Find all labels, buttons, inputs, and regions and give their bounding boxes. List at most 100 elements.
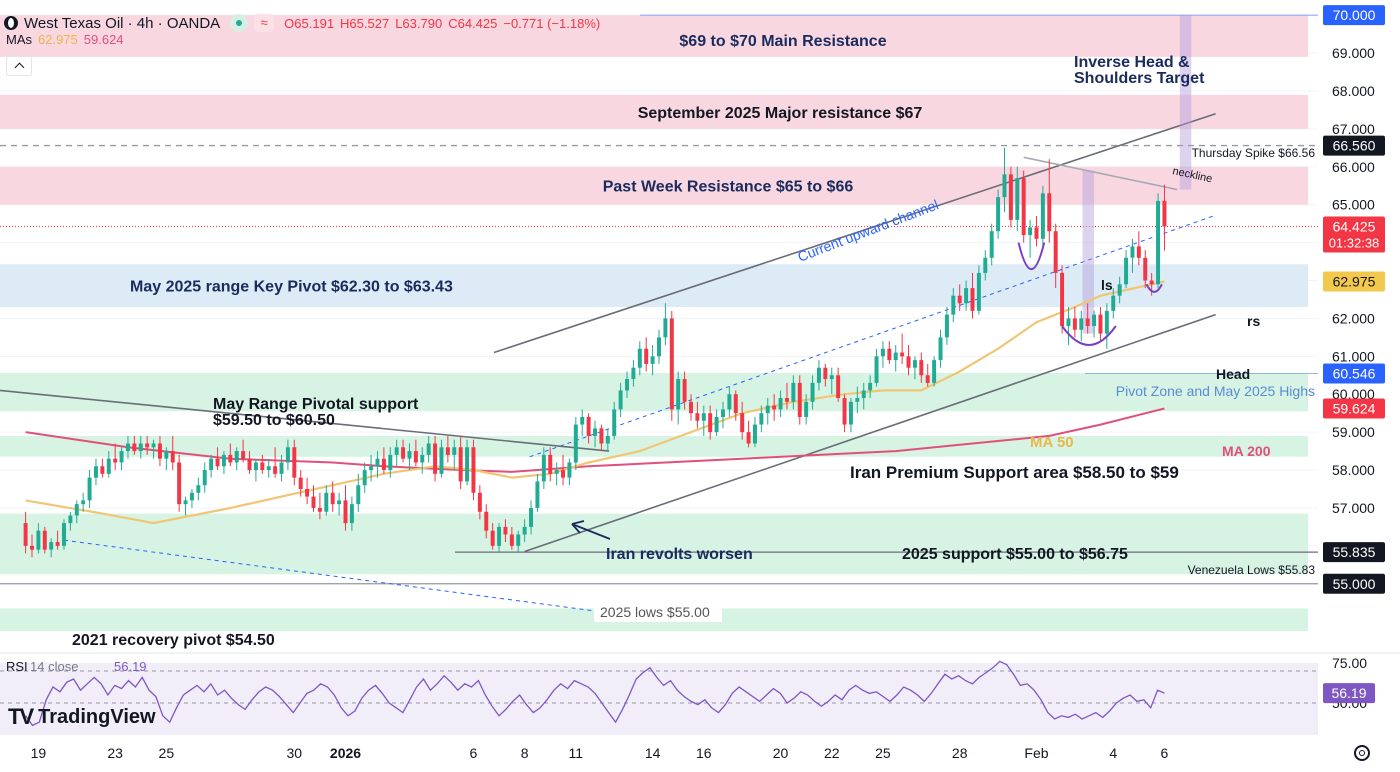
- candle: [970, 272, 975, 319]
- candle: [1028, 219, 1033, 258]
- candle: [586, 413, 591, 444]
- candle: [388, 447, 393, 478]
- candle-body: [529, 507, 534, 527]
- candle-body: [369, 466, 374, 471]
- oanda-logo-icon: [4, 16, 18, 30]
- candle: [260, 454, 265, 474]
- candle-body: [93, 466, 98, 478]
- candle: [1079, 310, 1084, 342]
- collapse-legend-button[interactable]: [6, 56, 32, 76]
- ihs-target-label-1: Inverse Head &: [1074, 54, 1190, 71]
- candle-body: [266, 466, 271, 471]
- candle: [1066, 307, 1071, 345]
- candle: [93, 458, 98, 486]
- candle-body: [477, 492, 482, 512]
- candle: [682, 371, 687, 410]
- candle-body: [164, 451, 169, 459]
- candle-body: [337, 500, 342, 505]
- price-badge: 55.835: [1323, 542, 1385, 563]
- candle: [369, 454, 374, 482]
- candle: [1008, 166, 1013, 228]
- candle-body: [433, 443, 438, 474]
- candle: [177, 454, 182, 512]
- candle: [957, 284, 962, 311]
- price-tick-label: 57.000: [1332, 500, 1375, 516]
- candle-body: [61, 523, 66, 546]
- candle: [733, 390, 738, 421]
- candle-body: [1040, 193, 1045, 239]
- candle: [791, 375, 796, 410]
- candle: [247, 451, 252, 474]
- candle: [349, 496, 354, 531]
- time-tick-label: 19: [31, 745, 47, 761]
- candle-body: [234, 451, 239, 463]
- candle: [266, 458, 271, 478]
- zone-label-2021-pivot: 2021 recovery pivot $54.50: [72, 632, 275, 649]
- rsi-line: [25, 660, 1165, 727]
- candle-body: [87, 477, 92, 501]
- candle-body: [618, 390, 623, 410]
- candle-body: [362, 470, 367, 486]
- candle: [132, 435, 137, 455]
- candle: [503, 519, 508, 543]
- zone-band: [0, 166, 1308, 205]
- candle: [1085, 303, 1090, 334]
- candle-body: [701, 413, 706, 421]
- price-badge: 62.975: [1323, 271, 1385, 292]
- candle-body: [356, 485, 361, 505]
- candle-body: [439, 447, 444, 474]
- down-trendline: [0, 389, 610, 452]
- ma200-value: 59.624: [83, 32, 124, 47]
- price-tick-label: 59.000: [1332, 424, 1375, 440]
- time-tick-label: 16: [696, 745, 712, 761]
- rsi-tick-75: 75.00: [1332, 655, 1367, 671]
- candle: [106, 451, 111, 478]
- rsi-pane: RSI 14 close 56.19: [0, 652, 1400, 735]
- candle: [87, 470, 92, 508]
- candle: [919, 352, 924, 383]
- candle: [490, 523, 495, 550]
- candle-body: [36, 530, 41, 550]
- candle: [855, 386, 860, 414]
- candle-body: [330, 492, 335, 505]
- price-badge: 70.000: [1323, 5, 1385, 26]
- price-tick-label: 66.000: [1332, 159, 1375, 175]
- mas-legend[interactable]: MAs 62.975 59.624: [6, 32, 124, 66]
- settings-gear-icon[interactable]: [1354, 745, 1370, 761]
- candle: [1034, 216, 1039, 247]
- candle: [637, 341, 642, 376]
- candle-body: [151, 443, 156, 448]
- candle-body: [759, 413, 764, 425]
- candle: [61, 519, 66, 550]
- candle-body: [535, 481, 540, 508]
- candle: [612, 401, 617, 440]
- candle-body: [989, 231, 994, 258]
- symbol-compare-icon[interactable]: ≈: [254, 14, 275, 32]
- candle: [401, 439, 406, 463]
- candle-body: [516, 534, 521, 546]
- symbol-title[interactable]: West Texas Oil · 4h · OANDA: [24, 14, 221, 32]
- candle-body: [305, 489, 310, 497]
- candle-body: [637, 348, 642, 368]
- candle: [285, 439, 290, 471]
- arrow-head-icon: [571, 520, 585, 534]
- price-badge-bg: [1323, 135, 1385, 156]
- candle-body: [119, 451, 124, 463]
- candle-body: [657, 337, 661, 357]
- candle: [829, 367, 834, 395]
- time-tick-label: 28: [952, 745, 968, 761]
- candle-body: [740, 413, 745, 433]
- candle: [848, 398, 853, 433]
- pivot-zone-label: Pivot Zone and May 2025 Highs: [1116, 383, 1315, 399]
- candle-body: [349, 504, 354, 524]
- time-tick-label: 22: [824, 745, 840, 761]
- candle: [989, 223, 994, 266]
- price-tick-label: 58.000: [1332, 462, 1375, 478]
- candle: [113, 443, 118, 471]
- time-tick-label: 25: [159, 745, 175, 761]
- candle: [1021, 170, 1026, 243]
- rsi-label: RSI: [6, 659, 28, 674]
- candle: [465, 439, 470, 486]
- candle: [426, 435, 431, 463]
